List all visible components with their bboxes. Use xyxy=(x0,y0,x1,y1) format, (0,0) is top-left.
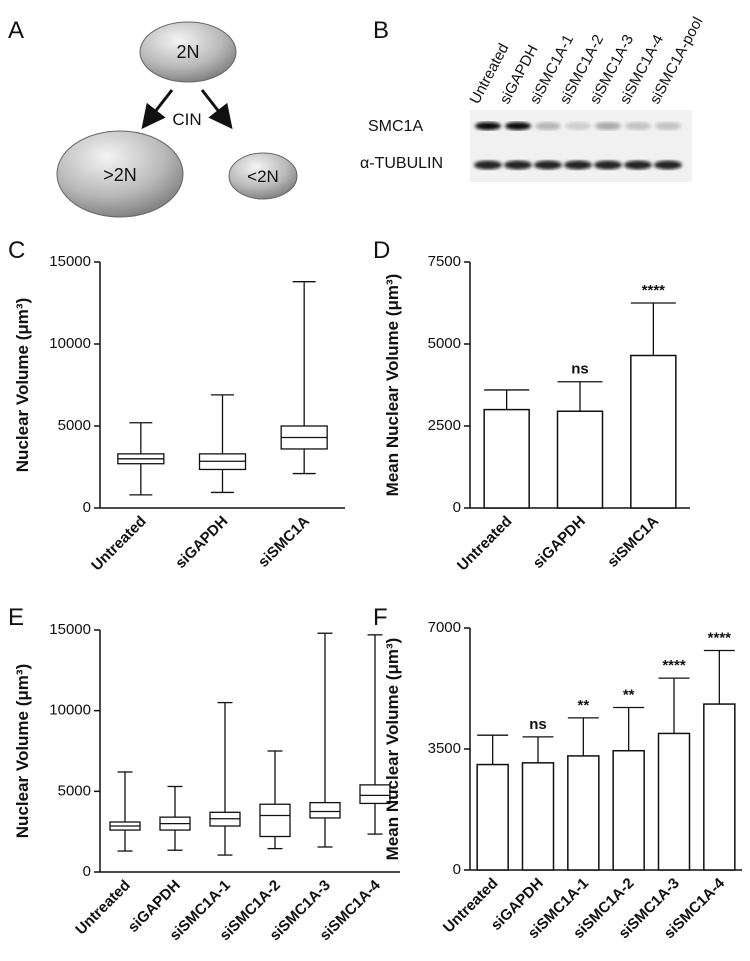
x-tick-label: Untreated xyxy=(88,513,150,575)
band xyxy=(475,122,501,130)
chart: Mean Nuclear Volume (μm³) 0 2500 5000 7500 Un… xyxy=(383,253,690,574)
band xyxy=(564,160,592,170)
significance-label: ns xyxy=(571,361,589,378)
y-tick-label: 7000 xyxy=(428,619,461,636)
y-tick-label: 2500 xyxy=(428,417,461,434)
bar xyxy=(703,703,736,871)
band xyxy=(565,122,591,130)
y-axis-label: Nuclear Volume (μm³) xyxy=(13,664,32,838)
arrow-label: CIN xyxy=(172,110,201,129)
panel-a: 2N CIN >2N <2N xyxy=(56,21,298,218)
x-tick-label: Untreated xyxy=(454,513,516,575)
bar xyxy=(556,410,604,509)
y-tick-label: 3500 xyxy=(428,740,461,757)
cell-2n xyxy=(139,21,237,83)
y-tick-label: 10000 xyxy=(49,335,91,352)
y-tick-label: 7500 xyxy=(428,253,461,270)
x-tick-label: siSMC1A xyxy=(255,513,313,571)
band xyxy=(654,160,682,170)
panel-letter: D xyxy=(373,237,390,264)
panel-b: SMC1A α-TUBULIN UntreatedsiGAPDHsiSMC1A-… xyxy=(360,14,707,182)
blot-background xyxy=(470,110,692,182)
cell-label: <2N xyxy=(247,167,279,186)
y-tick-label: 0 xyxy=(83,863,91,880)
y-tick-label: 0 xyxy=(83,499,91,516)
box xyxy=(359,784,391,805)
bar xyxy=(630,354,677,509)
band xyxy=(504,160,532,170)
significance-label: ** xyxy=(577,697,589,714)
x-tick-label: Untreated xyxy=(72,877,134,939)
band xyxy=(534,160,562,170)
panel-letter: B xyxy=(373,17,389,44)
band xyxy=(595,122,621,130)
row-label: α-TUBULIN xyxy=(360,155,443,172)
panel-letter: C xyxy=(8,237,25,264)
cell-large xyxy=(56,130,184,218)
bar xyxy=(483,408,530,509)
bar xyxy=(521,762,555,871)
cell-small xyxy=(228,152,298,200)
panel-letter: A xyxy=(8,17,24,44)
y-tick-label: 0 xyxy=(453,499,461,516)
x-tick-label: siSMC1A xyxy=(604,513,662,571)
y-tick-label: 10000 xyxy=(49,702,91,719)
significance-label: **** xyxy=(642,282,666,299)
bar xyxy=(567,755,600,871)
cell-label: >2N xyxy=(103,165,137,185)
y-axis-label: Mean Nuclear Volume (μm³) xyxy=(383,638,402,861)
arrow xyxy=(141,89,174,130)
bar xyxy=(657,732,691,871)
significance-label: **** xyxy=(662,657,686,674)
band xyxy=(624,160,652,170)
y-tick-label: 5000 xyxy=(428,335,461,352)
box xyxy=(309,801,341,819)
chart: Nuclear Volume (μm³) 0 5000 10000 15000 Untre… xyxy=(13,621,400,944)
panel-letter: E xyxy=(8,604,24,631)
y-tick-label: 5000 xyxy=(58,417,91,434)
y-tick-label: 0 xyxy=(453,861,461,878)
y-tick-label: 15000 xyxy=(49,253,91,270)
significance-label: ** xyxy=(623,687,635,704)
box xyxy=(259,803,291,838)
band xyxy=(594,160,622,170)
chart: Nuclear Volume (μm³) 0 5000 10000 15000 Untre… xyxy=(13,253,345,574)
band xyxy=(474,160,502,170)
band xyxy=(625,122,651,130)
bar xyxy=(476,763,509,871)
bar xyxy=(612,749,645,871)
band xyxy=(655,122,681,130)
y-axis-label: Mean Nuclear Volume (μm³) xyxy=(383,274,402,497)
x-tick-label: siGAPDH xyxy=(172,513,231,572)
y-tick-label: 5000 xyxy=(58,782,91,799)
y-axis-label: Nuclear Volume (μm³) xyxy=(13,298,32,472)
band xyxy=(505,122,531,130)
band xyxy=(535,122,561,130)
significance-label: **** xyxy=(708,629,732,646)
cell-label: 2N xyxy=(176,42,199,62)
significance-label: ns xyxy=(529,716,547,733)
row-label: SMC1A xyxy=(368,118,423,135)
x-tick-label: siGAPDH xyxy=(530,513,589,572)
y-tick-label: 15000 xyxy=(49,621,91,638)
chart: Mean Nuclear Volume (μm³)035007000Untrea… xyxy=(383,619,742,942)
arrow xyxy=(200,89,233,130)
panel-letter: F xyxy=(373,604,388,631)
